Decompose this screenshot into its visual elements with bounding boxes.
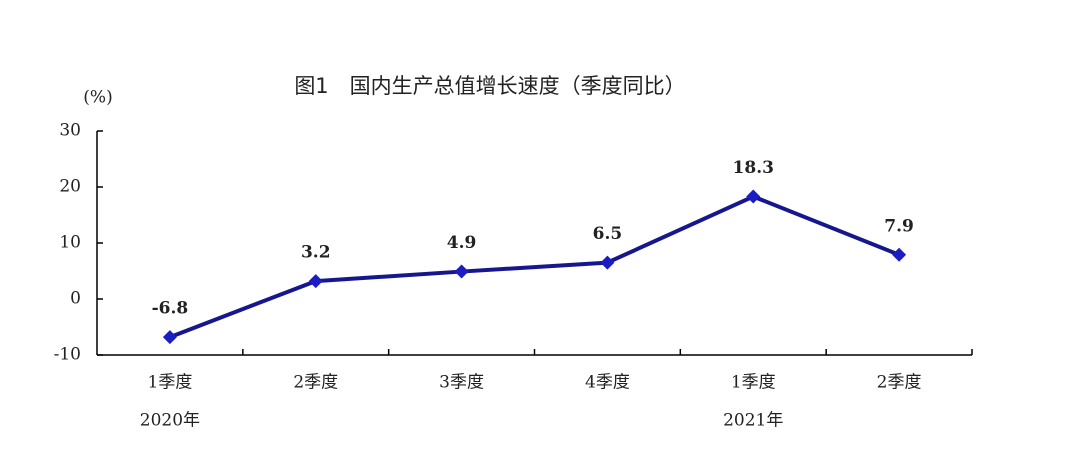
data-marker <box>746 189 761 204</box>
data-label: 4.9 <box>447 233 477 253</box>
y-tick-label: 0 <box>70 289 81 309</box>
data-line <box>169 194 900 339</box>
data-label: 6.5 <box>593 224 623 244</box>
y-tick-label: -10 <box>54 345 81 365</box>
y-tick-label: 10 <box>59 233 81 253</box>
data-label: 7.9 <box>884 216 914 236</box>
data-marker <box>892 247 907 262</box>
data-marker <box>162 330 177 345</box>
data-marker <box>600 255 615 270</box>
x-group-label: 2021年 <box>723 411 783 431</box>
chart-title: 图1 国内生产总值增长速度（季度同比） <box>294 74 685 98</box>
y-tick-label: 20 <box>59 177 81 197</box>
x-tick-label: 1季度 <box>731 373 776 393</box>
x-tick-label: 1季度 <box>148 373 193 393</box>
x-tick-label: 3季度 <box>439 373 484 393</box>
x-tick-label: 2季度 <box>293 373 338 393</box>
y-axis-unit: (%) <box>83 88 112 108</box>
y-tick-label: 30 <box>59 121 81 141</box>
data-label: 3.2 <box>301 243 331 263</box>
data-label: 18.3 <box>733 158 774 178</box>
data-label: -6.8 <box>152 299 189 319</box>
x-tick-label: 2季度 <box>877 373 922 393</box>
x-group-label: 2020年 <box>140 411 200 431</box>
data-marker <box>454 264 469 279</box>
x-tick-label: 4季度 <box>585 373 630 393</box>
data-marker <box>308 274 323 289</box>
